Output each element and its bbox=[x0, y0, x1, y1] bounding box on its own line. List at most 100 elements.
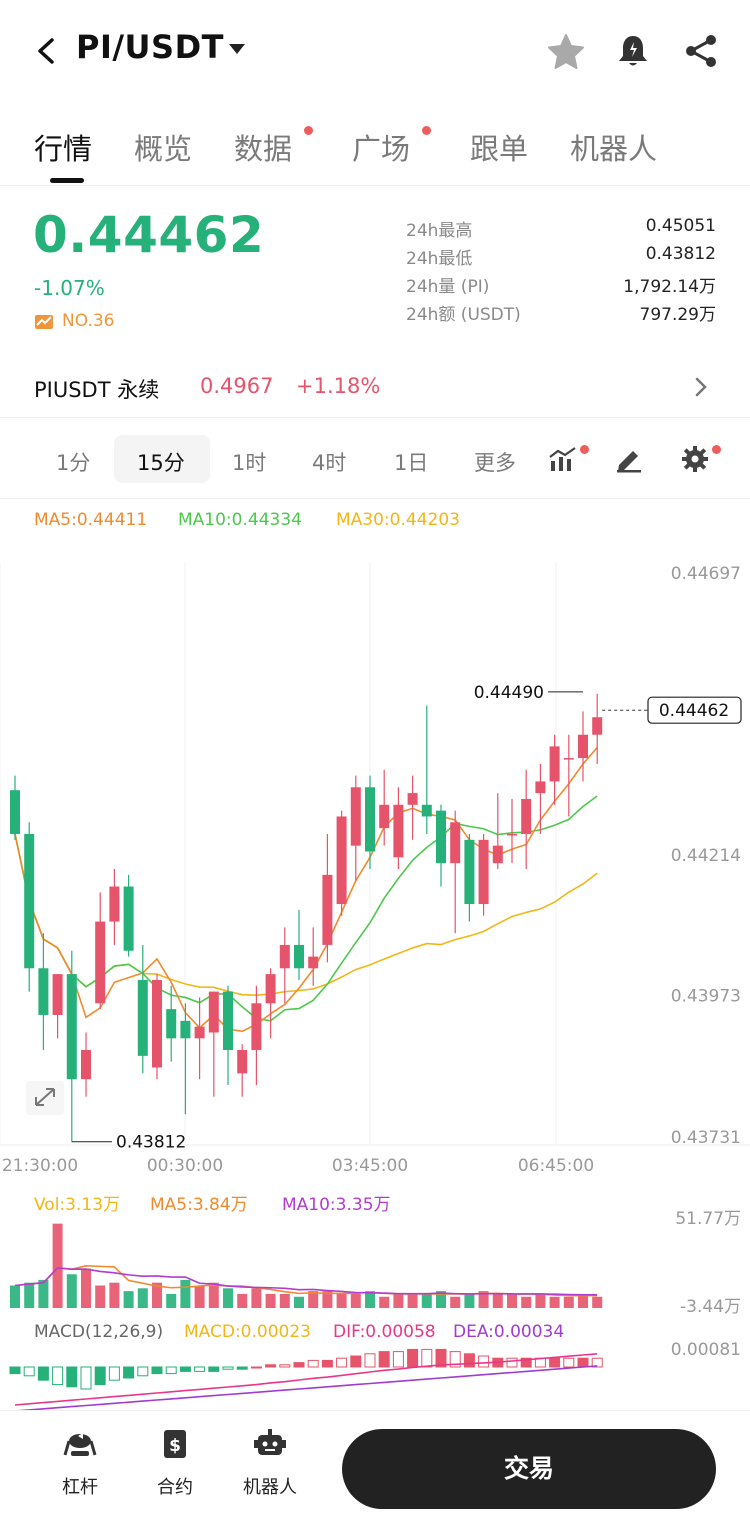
macd-histogram-bar bbox=[350, 1355, 362, 1368]
candle-body bbox=[109, 886, 120, 922]
caret-down-icon[interactable] bbox=[228, 42, 246, 56]
stat-low-value: 0.43812 bbox=[645, 244, 716, 264]
macd-histogram-bar bbox=[392, 1351, 404, 1368]
interval-15m[interactable]: 15分 bbox=[137, 451, 185, 475]
interval-1d[interactable]: 1日 bbox=[394, 451, 429, 475]
candle-body bbox=[549, 746, 560, 782]
tab-overview[interactable]: 概览 bbox=[134, 132, 193, 166]
macd-histogram-bar bbox=[94, 1366, 106, 1386]
tab-bots[interactable]: 机器人 bbox=[570, 132, 658, 166]
candle-body bbox=[492, 845, 503, 864]
settings-dot bbox=[712, 445, 721, 454]
stat-low-label: 24h最低 bbox=[406, 249, 473, 269]
stat-volume-value: 1,792.14万 bbox=[623, 277, 716, 297]
candle-body bbox=[38, 968, 49, 1015]
volume-bar bbox=[38, 1279, 49, 1308]
chevron-right-icon[interactable] bbox=[694, 376, 708, 398]
macd-histogram-bar bbox=[364, 1353, 376, 1368]
pair-title[interactable]: PI/USDT bbox=[76, 28, 224, 66]
volume-bar bbox=[492, 1293, 503, 1308]
volume-bar bbox=[578, 1293, 588, 1308]
svg-text:$: $ bbox=[169, 1436, 181, 1456]
stat-volume-label: 24h量 (PI) bbox=[406, 277, 490, 297]
perpetual-row[interactable]: PIUSDT 永续 0.4967 +1.18% bbox=[0, 358, 750, 418]
macd-histogram-bar bbox=[151, 1366, 163, 1375]
volume-bar bbox=[549, 1296, 560, 1308]
volume-bar bbox=[251, 1288, 262, 1308]
trade-button[interactable]: 交易 bbox=[342, 1429, 716, 1509]
tab-copy-trading[interactable]: 跟单 bbox=[470, 132, 529, 166]
nav-futures[interactable]: $ 合约 bbox=[135, 1425, 215, 1499]
macd-histogram-bar bbox=[208, 1366, 220, 1372]
volume-bar bbox=[237, 1293, 248, 1308]
volume-bar bbox=[464, 1293, 475, 1308]
candle-body bbox=[407, 793, 418, 805]
share-icon[interactable] bbox=[682, 32, 720, 70]
tab-data-dot bbox=[304, 126, 313, 135]
macd-y-max: 0.00081 bbox=[671, 1340, 741, 1360]
volume-bar bbox=[52, 1223, 63, 1308]
macd-dif-line bbox=[14, 1353, 598, 1406]
tab-market[interactable]: 行情 bbox=[34, 132, 93, 166]
expand-icon[interactable] bbox=[26, 1081, 64, 1115]
candle-body bbox=[251, 1003, 262, 1051]
volume-chart[interactable]: 51.77万 -3.44万 bbox=[0, 1200, 750, 1315]
draw-pencil-icon[interactable] bbox=[614, 445, 644, 473]
macd-histogram-bar bbox=[108, 1366, 120, 1381]
indicators-icon[interactable] bbox=[548, 445, 578, 473]
x-tick-label: 21:30:00 bbox=[2, 1156, 78, 1176]
tab-square[interactable]: 广场 bbox=[352, 132, 411, 166]
candle-body bbox=[393, 804, 404, 858]
dea-legend: DEA:0.00034 bbox=[453, 1322, 565, 1342]
macd-histogram-bar bbox=[179, 1366, 191, 1372]
expand-icon-arrows bbox=[35, 1088, 55, 1106]
back-arrow-icon[interactable] bbox=[30, 34, 64, 68]
interval-bar: 1分 15分 1时 4时 1日 更多 bbox=[0, 419, 750, 499]
volume-bar bbox=[24, 1282, 35, 1308]
macd-histogram-bar bbox=[549, 1357, 561, 1368]
alert-bell-icon[interactable] bbox=[614, 32, 652, 70]
star-icon[interactable] bbox=[546, 32, 586, 72]
volume-bar bbox=[166, 1293, 177, 1308]
volume-y-min: -3.44万 bbox=[680, 1297, 741, 1315]
interval-1h[interactable]: 1时 bbox=[232, 451, 267, 475]
candle-body bbox=[592, 717, 603, 735]
macd-histogram-bar bbox=[66, 1366, 78, 1388]
macd-chart[interactable]: 0.00081 bbox=[0, 1335, 750, 1410]
volume-bar bbox=[535, 1293, 546, 1308]
candle-body bbox=[421, 804, 432, 817]
macd-histogram-bar bbox=[506, 1357, 518, 1368]
candle-body bbox=[279, 944, 290, 969]
volume-bar bbox=[279, 1293, 290, 1308]
macd-value-legend: MACD:0.00023 bbox=[184, 1322, 311, 1342]
x-tick-label: 00:30:00 bbox=[147, 1156, 223, 1176]
volume-legend: Vol:3.13万 bbox=[34, 1195, 121, 1215]
volume-bar bbox=[563, 1296, 574, 1308]
current-price-label: 0.44462 bbox=[659, 701, 729, 721]
interval-4h[interactable]: 4时 bbox=[312, 451, 347, 475]
macd-histogram-bar bbox=[463, 1353, 475, 1368]
tab-data[interactable]: 数据 bbox=[234, 132, 293, 166]
candle-body bbox=[294, 944, 304, 969]
last-price: 0.44462 bbox=[33, 206, 265, 264]
y-tick-label: 0.43973 bbox=[671, 987, 741, 1007]
candle-body bbox=[137, 979, 148, 1056]
candle-body bbox=[152, 979, 162, 1068]
candlestick-chart[interactable]: 0.44697 0.44214 0.43973 0.43731 21:30:00 00:… bbox=[0, 545, 750, 1185]
settings-gear-icon[interactable] bbox=[680, 445, 710, 473]
nav-bots[interactable]: 机器人 bbox=[230, 1425, 310, 1499]
candle-body bbox=[10, 790, 20, 834]
interval-more[interactable]: 更多 bbox=[474, 451, 516, 475]
macd-histogram-bar bbox=[165, 1366, 177, 1375]
macd-histogram-bar bbox=[9, 1366, 21, 1375]
robot-icon bbox=[254, 1429, 286, 1455]
volume-bar bbox=[137, 1288, 148, 1308]
candle-body bbox=[123, 886, 134, 951]
interval-1m[interactable]: 1分 bbox=[56, 451, 91, 475]
nav-margin[interactable]: 杠杆 bbox=[40, 1425, 120, 1499]
macd-histogram-bar bbox=[80, 1366, 92, 1390]
macd-histogram-bar bbox=[577, 1357, 589, 1368]
stat-turnover-value: 797.29万 bbox=[639, 305, 716, 325]
volume-bar bbox=[350, 1293, 361, 1308]
candle-body bbox=[521, 798, 532, 834]
